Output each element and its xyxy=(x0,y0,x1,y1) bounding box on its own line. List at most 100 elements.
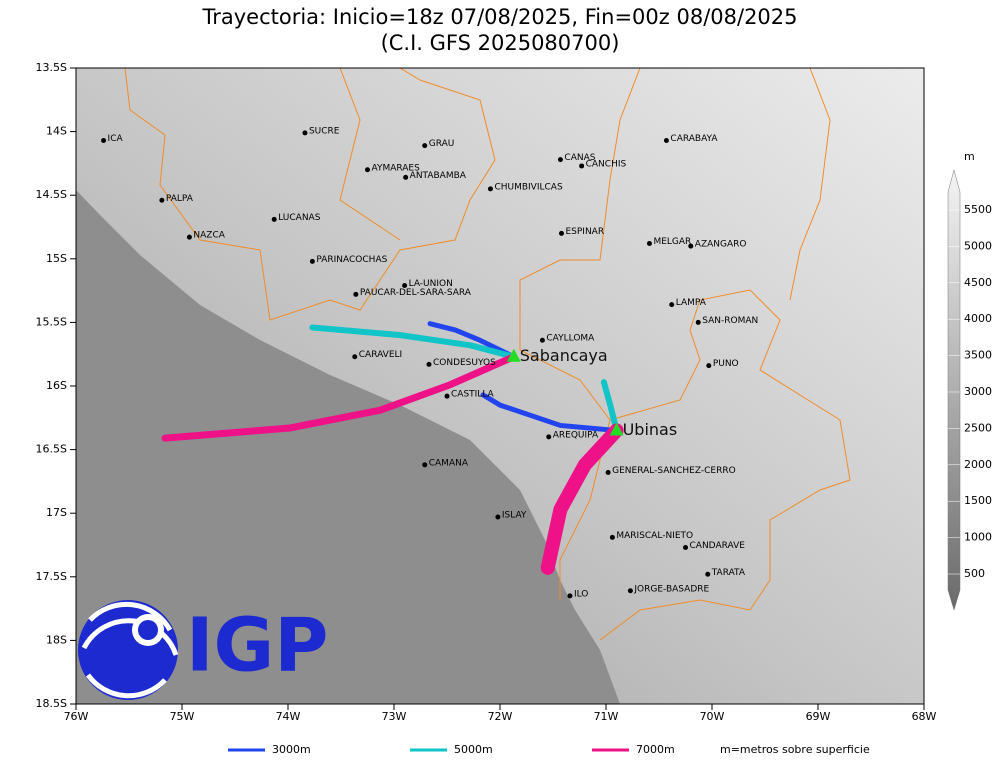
lat-label: 13.5S xyxy=(36,61,67,74)
place-label: LUCANAS xyxy=(278,213,320,223)
place-label: CAMANA xyxy=(429,458,469,468)
place-label: CANCHIS xyxy=(586,159,627,169)
place-dot xyxy=(101,138,107,144)
place-label: ISLAY xyxy=(502,511,527,521)
volcano-marker xyxy=(609,422,624,436)
lon-label: 73W xyxy=(382,710,407,723)
legend-label: 5000m xyxy=(454,743,493,756)
lon-label: 75W xyxy=(170,710,195,723)
colorbar-label: 5000 xyxy=(964,239,992,252)
lon-label: 71W xyxy=(594,710,619,723)
place-label: AYMARAES xyxy=(372,163,421,173)
place-dot xyxy=(706,363,712,369)
place-label: ESPINAR xyxy=(565,227,604,237)
place-label: TARATA xyxy=(711,568,746,578)
place-dot xyxy=(609,534,615,540)
volcano-label: Ubinas xyxy=(623,420,678,439)
trajectory xyxy=(540,423,624,575)
place-dot xyxy=(444,393,450,399)
place-dot xyxy=(186,234,192,240)
place-dot xyxy=(539,337,545,343)
lat-label: 16S xyxy=(46,379,67,392)
lat-label: 17.5S xyxy=(36,570,67,583)
place-label: MARISCAL-NIETO xyxy=(616,531,693,541)
place-dot xyxy=(663,138,669,144)
colorbar-label: 1000 xyxy=(964,531,992,544)
logo-lines xyxy=(81,601,179,699)
legend-label: 3000m xyxy=(272,743,311,756)
place-dot xyxy=(422,462,428,468)
place-label: CARAVELI xyxy=(359,350,402,360)
place-label: PALPA xyxy=(166,194,194,204)
map-area xyxy=(76,68,924,704)
lon-label: 74W xyxy=(276,710,301,723)
lat-label: 14S xyxy=(46,125,67,138)
volcano-marker xyxy=(506,348,521,362)
place-dot xyxy=(688,243,694,249)
legend-note: m=metros sobre superficie xyxy=(720,743,870,756)
place-label: CONDESUYOS xyxy=(433,358,496,368)
overlay: 13.5S 14S 14.5S 15S 15.5S 16S 16.5S 17S 17.5S 18S… xyxy=(36,61,937,723)
place-label: SAN-ROMAN xyxy=(702,316,758,326)
trajectory xyxy=(309,324,517,360)
colorbar-label: 2500 xyxy=(964,421,992,434)
place-dot xyxy=(422,143,428,149)
place-dot xyxy=(352,354,358,360)
place-label: AZANGARO xyxy=(695,240,747,250)
place-dot xyxy=(646,241,652,247)
place-dot xyxy=(605,469,611,475)
place-dot xyxy=(567,593,573,599)
colorbar-label: 4000 xyxy=(964,312,992,325)
place-dot xyxy=(579,163,585,169)
place-dot xyxy=(695,319,701,325)
place-dot xyxy=(495,514,501,520)
place-label: CANDARAVE xyxy=(690,541,746,551)
colorbar-label: 500 xyxy=(964,567,985,580)
lat-label: 16.5S xyxy=(36,443,67,456)
logo: IGP xyxy=(78,600,329,700)
place-dot xyxy=(546,434,552,440)
lat-label: 18S xyxy=(46,633,67,646)
volcano-label: Sabancaya xyxy=(520,346,608,365)
place-label: CHUMBIVILCAS xyxy=(494,182,562,192)
colorbar xyxy=(947,169,961,611)
sea xyxy=(76,190,620,704)
place-dot xyxy=(627,588,633,594)
place-dot xyxy=(487,186,493,192)
lon-label: 69W xyxy=(806,710,831,723)
colorbar-label: 1500 xyxy=(964,494,992,507)
lat-label: 15S xyxy=(46,252,67,265)
place-dot xyxy=(705,571,711,577)
colorbar-label: 5500 xyxy=(964,203,992,216)
lat-label: 15.5S xyxy=(36,315,67,328)
place-dot xyxy=(683,545,688,551)
place-dot xyxy=(669,302,675,308)
trajectory xyxy=(161,353,518,442)
lat-label: 17S xyxy=(46,506,67,519)
place-dot xyxy=(302,130,308,136)
colorbar-label: 2000 xyxy=(964,458,992,471)
trajectory xyxy=(480,392,620,434)
place-label: MELGAR xyxy=(653,237,691,247)
place-label: NAZCA xyxy=(193,231,225,241)
borders xyxy=(124,68,851,641)
place-dot xyxy=(557,157,563,163)
place-label: ILO xyxy=(574,589,588,599)
lon-label: 68W xyxy=(912,710,937,723)
place-label: PAUCAR-DEL-SARA-SARA xyxy=(360,288,472,298)
colorbar-label: 3000 xyxy=(964,385,992,398)
lon-label: 70W xyxy=(700,710,725,723)
place-dot xyxy=(159,197,165,203)
place-label: GENERAL-SANCHEZ-CERRO xyxy=(612,466,736,476)
place-dot xyxy=(309,258,315,264)
place-label: ICA xyxy=(108,134,124,144)
legend-label: 7000m xyxy=(636,743,675,756)
lat-label: 14.5S xyxy=(36,188,67,201)
place-dot xyxy=(402,283,408,289)
place-label: CANAS xyxy=(564,153,595,163)
title-line: Trayectoria: Inicio=18z 07/08/2025, Fin=… xyxy=(201,5,797,29)
lon-label: 76W xyxy=(64,710,89,723)
place-dot xyxy=(426,361,432,367)
